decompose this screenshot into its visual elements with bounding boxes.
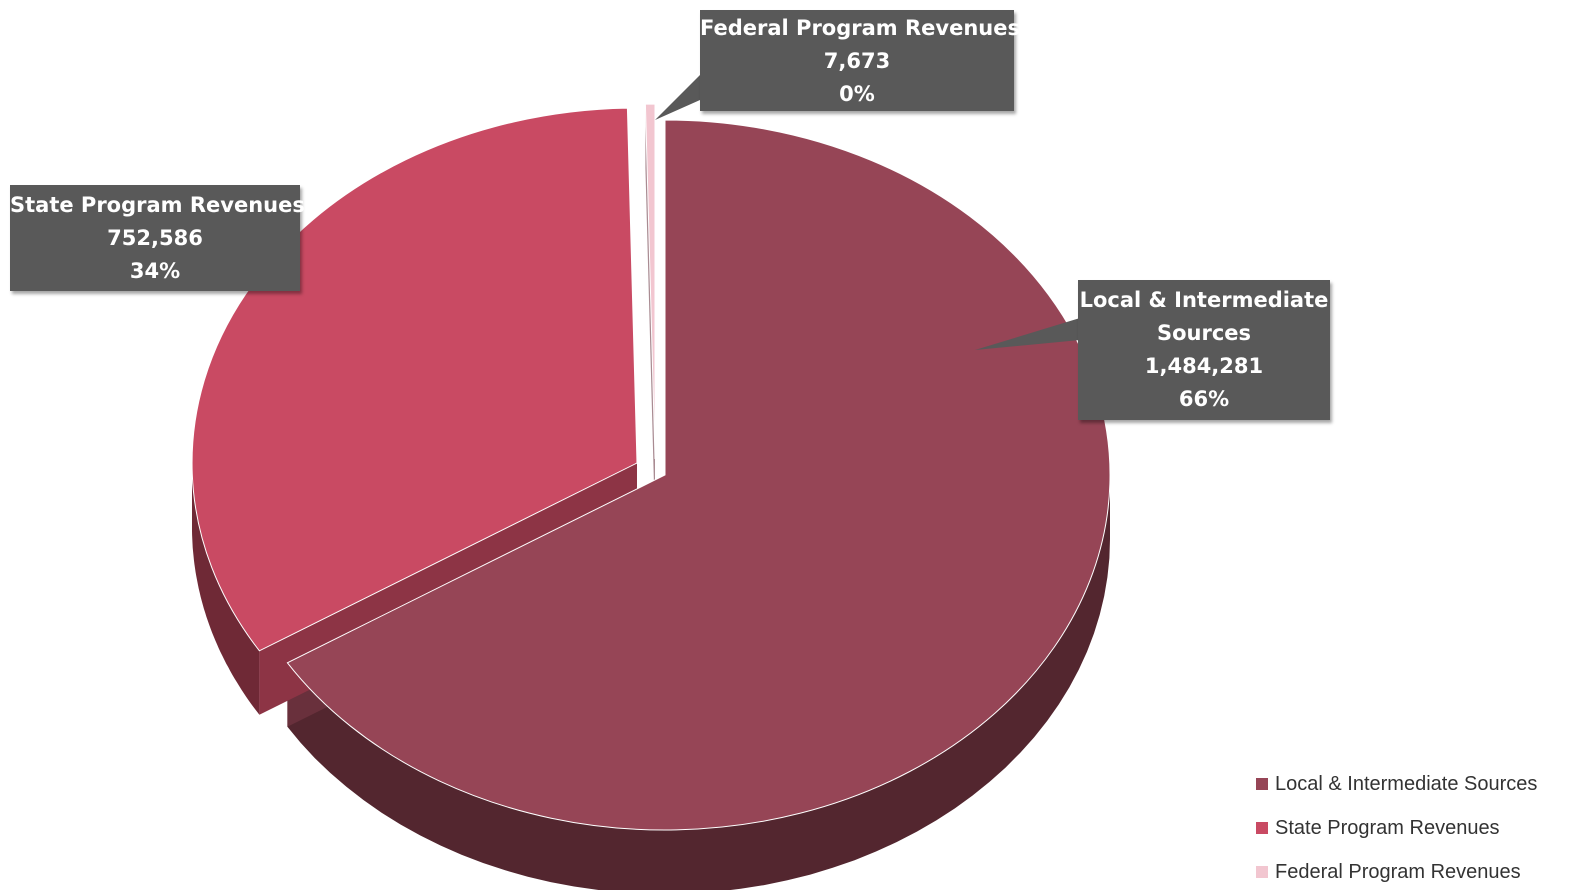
pie-top-layer	[191, 103, 1111, 831]
data-label-state: State Program Revenues 752,586 34%	[10, 185, 305, 291]
pie-slice-side-state	[192, 463, 260, 715]
legend-label-local: Local & Intermediate Sources	[1275, 772, 1538, 795]
legend-item-state: State Program Revenues	[1256, 806, 1576, 850]
callout-pointer-local	[975, 318, 1080, 350]
pie-slice-state	[191, 107, 638, 652]
pie-slice-federal	[644, 103, 656, 460]
pie-slice-local	[286, 119, 1111, 831]
callout-pointer-federal	[655, 75, 700, 120]
data-label-federal: Federal Program Revenues 7,673 0%	[700, 10, 1020, 111]
callout-pointer-layer	[655, 75, 1080, 350]
data-label-state-value: 752,586	[107, 226, 203, 250]
data-label-federal-value: 7,673	[823, 49, 891, 73]
pie-slice-side-local	[287, 475, 1110, 890]
data-label-state-name: State Program Revenues	[10, 193, 305, 217]
data-label-local-value: 1,484,281	[1144, 354, 1264, 378]
legend-label-state: State Program Revenues	[1275, 816, 1500, 839]
data-label-local-name: Local & Intermediate Sources	[1079, 288, 1329, 345]
legend-item-federal: Federal Program Revenues	[1256, 850, 1576, 894]
data-label-local-percent: 66%	[1178, 387, 1230, 411]
legend-swatch-local	[1256, 778, 1268, 790]
legend-swatch-federal	[1256, 866, 1268, 878]
legend-label-federal: Federal Program Revenues	[1275, 860, 1521, 883]
chart-legend: Local & Intermediate Sources State Progr…	[1256, 762, 1576, 894]
data-label-local: Local & Intermediate Sources 1,484,281 6…	[1078, 280, 1330, 420]
data-label-federal-name: Federal Program Revenues	[700, 16, 1020, 40]
legend-item-local: Local & Intermediate Sources	[1256, 762, 1576, 806]
data-label-federal-percent: 0%	[839, 82, 875, 106]
legend-swatch-state	[1256, 822, 1268, 834]
data-label-state-percent: 34%	[129, 259, 181, 283]
